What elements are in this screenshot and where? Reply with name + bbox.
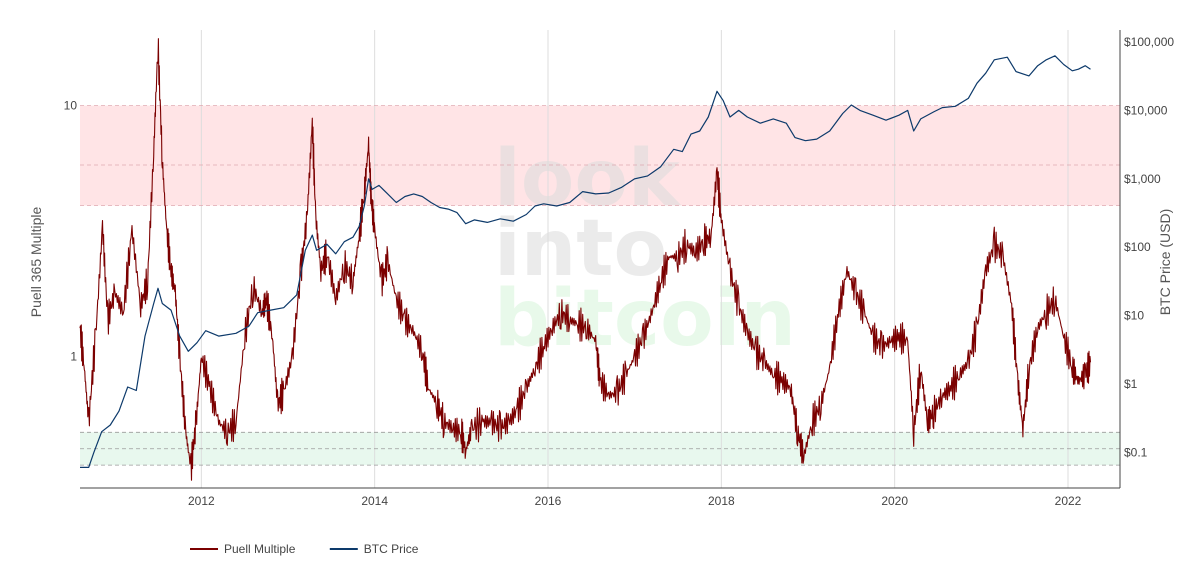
vertical-gridlines [200, 30, 1069, 488]
watermark-word: look [494, 134, 682, 224]
y-right-tick-label: $100 [1124, 240, 1151, 254]
legend-item-puell-multiple[interactable]: Puell Multiple [190, 542, 296, 556]
y-right-tick-label: $10 [1124, 309, 1144, 323]
legend-item-btc-price[interactable]: BTC Price [329, 542, 419, 556]
legend-label: Puell Multiple [224, 542, 296, 556]
legend[interactable]: Puell Multiple BTC Price [190, 542, 419, 556]
tick-labels: 2012 2014 2016 2018 2020 2022 1 10 $0.1 $1 $10 $100… [64, 35, 1175, 508]
y-right-tick-label: $1,000 [1124, 172, 1161, 186]
series-line-btc-price [80, 55, 1091, 468]
x-tick-label: 2018 [708, 494, 735, 508]
axes [80, 30, 1121, 489]
x-tick-label: 2016 [535, 494, 562, 508]
x-tick-label: 2020 [881, 494, 908, 508]
y-right-axis-title: BTC Price (USD) [1157, 209, 1173, 316]
series-line-puell-multiple [79, 38, 1092, 481]
y-right-tick-label: $10,000 [1124, 103, 1168, 117]
y-left-axis-title: Puell 365 Multiple [28, 207, 44, 318]
y-right-tick-label: $100,000 [1124, 35, 1174, 49]
y-left-tick-label: 1 [70, 350, 77, 364]
legend-label: BTC Price [364, 542, 419, 556]
band-dashed-lines [80, 105, 1120, 466]
x-tick-label: 2014 [361, 494, 388, 508]
y-right-tick-label: $1 [1124, 377, 1138, 391]
y-left-tick-label: 10 [64, 99, 78, 113]
y-right-tick-label: $0.1 [1124, 445, 1148, 459]
series-layer [79, 38, 1092, 481]
x-tick-label: 2012 [188, 494, 215, 508]
x-tick-label: 2022 [1055, 494, 1082, 508]
watermark-word: into [494, 204, 667, 294]
band-high [80, 105, 1120, 206]
